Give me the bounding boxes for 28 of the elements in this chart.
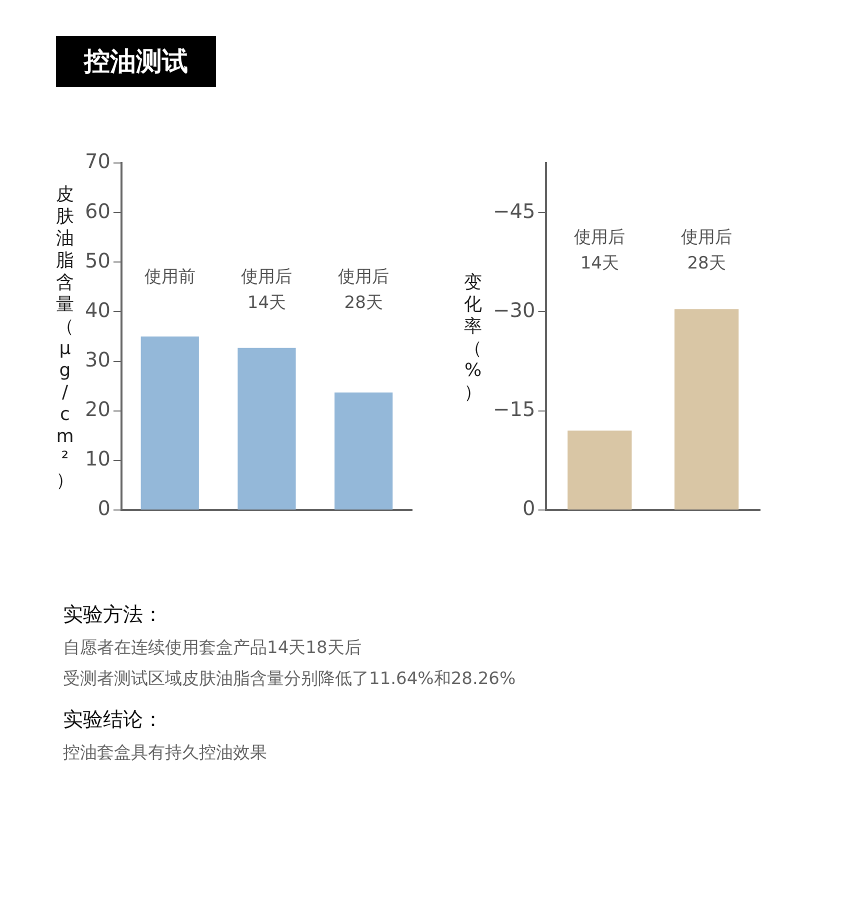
x-tick-label: 使用后 28天 — [681, 228, 732, 274]
chart-title: 控油测试 — [56, 36, 216, 87]
y-tick-label: 70 — [84, 149, 110, 174]
y-tick-label: 20 — [84, 397, 110, 422]
y-tick-label: 0 — [522, 496, 536, 520]
bar — [334, 392, 393, 510]
text: 实验方法： — [63, 601, 164, 628]
text: 自愿者在连续使用套盒产品14天18天后 — [63, 637, 362, 659]
bar — [238, 348, 296, 510]
text: 实验结论： — [63, 706, 164, 733]
x-tick-label: 使用后 14天 — [574, 228, 626, 274]
text: 皮肤油脂含量（μg/cm²） — [56, 184, 74, 491]
y-tick-label: 50 — [84, 248, 110, 272]
x-tick-label: 使用后 14天 — [241, 267, 292, 314]
y-tick-label: 60 — [84, 198, 110, 223]
text: 受测者测试区域皮肤油脂含量分别降低了11.64%和28.26% — [63, 668, 516, 690]
y-tick-label: −45 — [492, 198, 536, 223]
bar — [140, 336, 199, 510]
y-tick-label: 0 — [98, 496, 110, 520]
y-tick-label: 40 — [84, 298, 110, 322]
text: 控油套盒具有持久控油效果 — [63, 742, 268, 764]
x-tick-label: 使用前 — [144, 267, 196, 288]
y-tick-label: −15 — [492, 397, 536, 422]
x-tick-label: 使用后 28天 — [338, 267, 390, 314]
y-axis-title: 变化率（%） — [464, 272, 482, 404]
y-tick-label: −30 — [492, 298, 536, 322]
y-tick-label: 30 — [84, 347, 110, 372]
y-tick-label: 10 — [84, 446, 110, 471]
